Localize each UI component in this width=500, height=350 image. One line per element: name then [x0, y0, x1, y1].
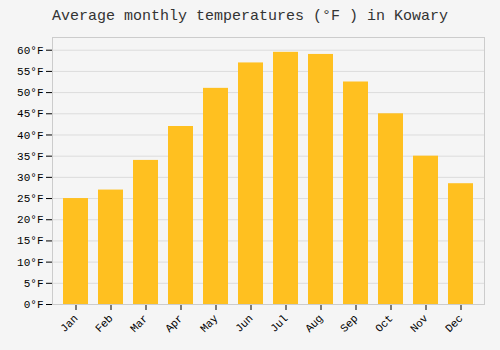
svg-text:Aug: Aug — [303, 312, 325, 334]
html-text:Average monthly temperatures (: Average monthly temperatures (°F ) in Ko… — [52, 8, 448, 25]
svg-text:40°F: 40°F — [17, 129, 43, 141]
svg-text:45°F: 45°F — [17, 108, 43, 120]
svg-text:Feb: Feb — [93, 312, 115, 334]
svg-text:30°F: 30°F — [17, 172, 43, 184]
svg-text:10°F: 10°F — [17, 257, 43, 269]
svg-text:60°F: 60°F — [17, 45, 43, 57]
svg-text:Nov: Nov — [408, 312, 431, 335]
svg-text:0°F: 0°F — [24, 299, 44, 311]
svg-text:35°F: 35°F — [17, 151, 43, 163]
svg-text:Jan: Jan — [58, 312, 80, 334]
svg-text:Apr: Apr — [163, 312, 185, 334]
svg-text:50°F: 50°F — [17, 87, 43, 99]
svg-text:Sep: Sep — [338, 312, 360, 334]
svg-text:20°F: 20°F — [17, 214, 43, 226]
svg-text:Mar: Mar — [128, 312, 150, 334]
svg-text:Jun: Jun — [233, 312, 255, 334]
svg-text:15°F: 15°F — [17, 235, 43, 247]
svg-text:Oct: Oct — [373, 312, 395, 334]
svg-text:5°F: 5°F — [24, 278, 44, 290]
svg-text:55°F: 55°F — [17, 66, 43, 78]
svg-text:May: May — [198, 312, 221, 335]
svg-text:25°F: 25°F — [17, 193, 43, 205]
svg-text:Dec: Dec — [443, 312, 465, 334]
svg-text:Jul: Jul — [268, 312, 290, 334]
